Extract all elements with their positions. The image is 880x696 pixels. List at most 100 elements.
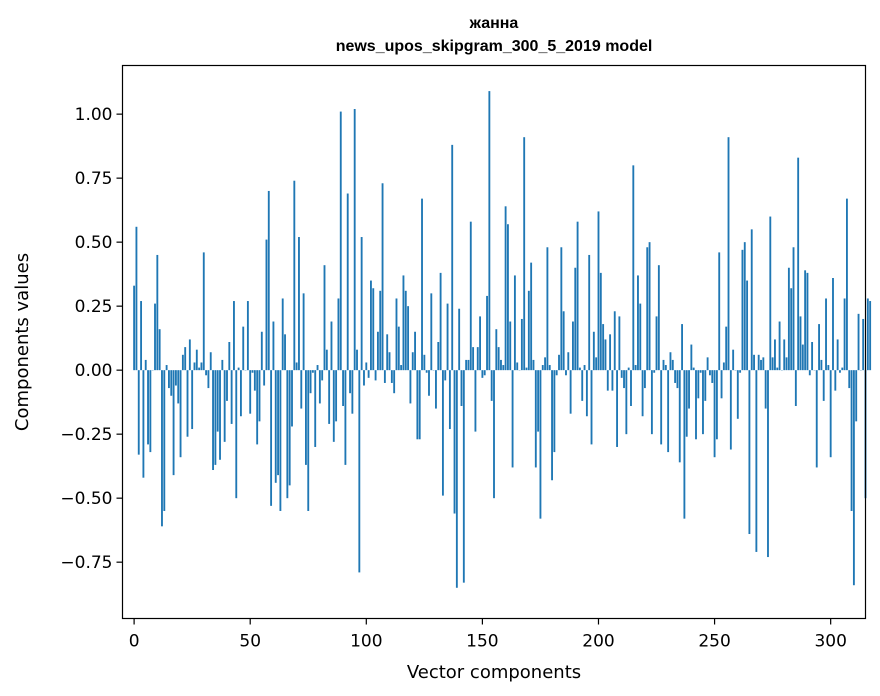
bar	[869, 301, 872, 371]
bar	[147, 370, 149, 445]
bar	[669, 352, 672, 371]
bar	[537, 370, 540, 432]
bar	[558, 354, 560, 371]
bar	[372, 288, 375, 371]
bar	[177, 370, 180, 404]
bar	[246, 301, 249, 371]
x-tick-label: 100	[350, 632, 382, 652]
bar	[137, 370, 140, 455]
bar	[790, 288, 793, 371]
bar	[214, 370, 217, 465]
bar	[757, 354, 760, 371]
bar	[360, 237, 363, 371]
bar	[161, 370, 163, 527]
bar	[562, 311, 565, 371]
bar	[154, 303, 156, 371]
bar	[504, 206, 507, 371]
y-axis-ticks: −0.75 −0.50 −0.25 0.00 0.25 0.50 0.75 1.00	[60, 105, 123, 573]
bar	[228, 342, 231, 371]
bar	[776, 367, 779, 371]
bar	[235, 370, 238, 499]
bar	[474, 370, 477, 432]
bar	[444, 370, 447, 381]
bar	[572, 321, 574, 371]
bar	[314, 370, 317, 447]
bar	[437, 342, 440, 371]
bar	[495, 329, 498, 371]
bar	[692, 367, 695, 371]
bar	[488, 91, 491, 371]
bar	[739, 370, 742, 373]
bar	[713, 370, 716, 458]
bar	[609, 334, 612, 371]
bar	[697, 370, 700, 399]
bar	[242, 326, 245, 371]
bar	[249, 370, 252, 414]
bar	[560, 247, 563, 371]
bar	[376, 331, 379, 371]
bar	[595, 357, 598, 371]
bar	[272, 321, 275, 371]
bar	[592, 331, 595, 371]
bar	[648, 242, 651, 371]
bar	[585, 370, 588, 417]
bar	[439, 272, 442, 371]
bar	[597, 211, 600, 371]
bar	[149, 370, 152, 453]
chart-title: жанна	[469, 15, 519, 32]
bar	[356, 349, 358, 371]
bar	[544, 357, 547, 371]
bar	[186, 370, 189, 437]
bar	[774, 339, 776, 371]
bar	[332, 370, 335, 442]
bar	[395, 298, 398, 371]
bar	[653, 370, 656, 373]
bar	[305, 370, 307, 465]
bar	[804, 270, 807, 371]
bar	[583, 365, 586, 371]
bar	[200, 362, 203, 371]
bar	[727, 137, 730, 371]
bar	[265, 239, 268, 371]
bar	[709, 370, 711, 376]
x-tick-label: 300	[814, 632, 846, 652]
bar	[590, 370, 593, 445]
bar	[513, 275, 516, 371]
bar	[720, 370, 723, 399]
bar	[316, 365, 319, 371]
bar	[855, 370, 858, 422]
bar	[632, 165, 635, 371]
bar	[815, 370, 818, 468]
bar	[479, 316, 481, 371]
bar	[671, 359, 674, 371]
bar	[379, 290, 382, 371]
bar	[748, 370, 751, 535]
bar	[344, 370, 347, 465]
bar	[623, 370, 625, 389]
bar	[441, 370, 444, 496]
bar	[158, 329, 161, 371]
bar	[722, 362, 725, 371]
bar	[383, 370, 386, 383]
bar	[209, 352, 212, 371]
bar	[602, 324, 605, 371]
bar	[667, 370, 670, 453]
bar	[625, 370, 628, 435]
bar	[551, 370, 553, 481]
bar	[588, 254, 591, 371]
bar	[386, 334, 389, 371]
bar	[818, 324, 820, 371]
bar	[430, 293, 433, 371]
bar	[509, 321, 512, 371]
bar	[681, 324, 683, 371]
bar	[711, 370, 714, 383]
bar	[198, 367, 201, 371]
bar	[699, 370, 702, 373]
bar	[400, 365, 403, 371]
bar	[690, 344, 693, 371]
y-tick-label: 0.75	[75, 169, 113, 189]
bar	[144, 359, 147, 371]
bar	[428, 370, 430, 396]
y-tick-label: 1.00	[75, 105, 113, 125]
bar	[207, 370, 210, 389]
